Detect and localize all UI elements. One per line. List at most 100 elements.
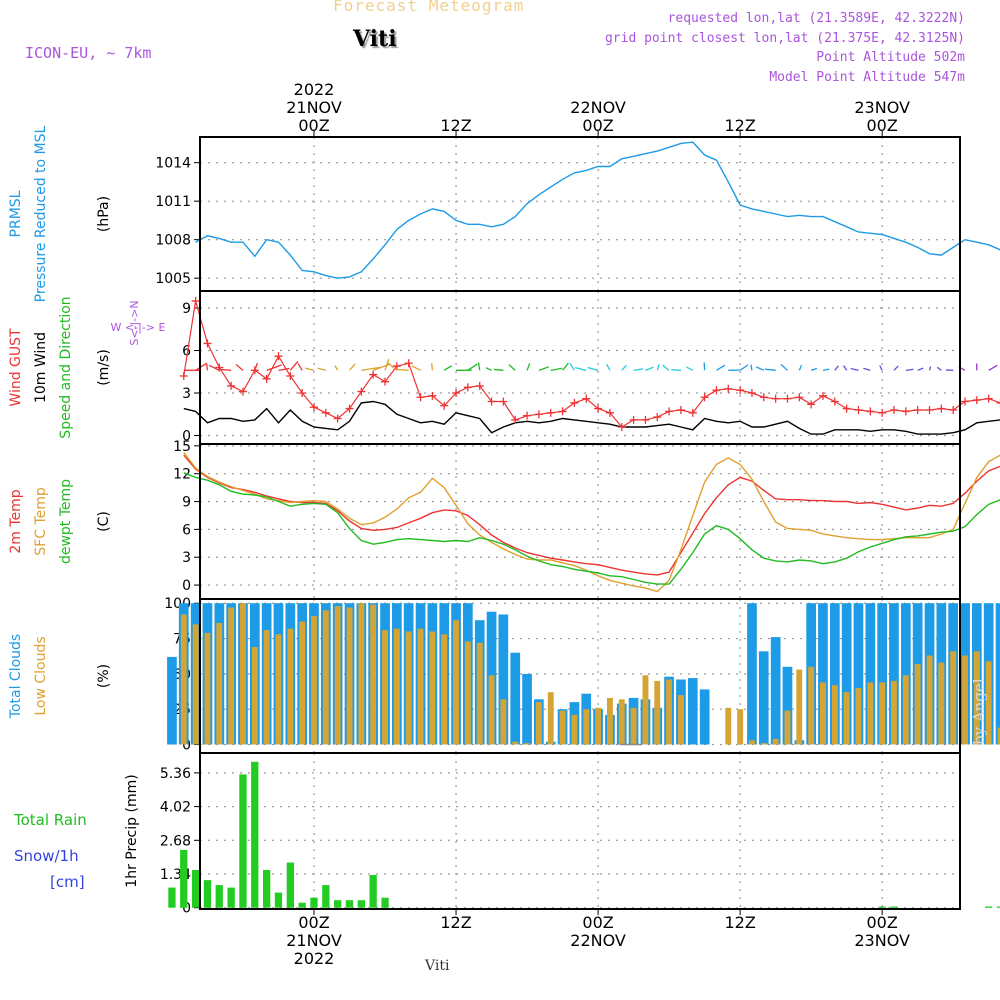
top-time-label: 00Z: [582, 116, 613, 135]
wind-direction-arrow: [764, 368, 776, 371]
wind-direction-arrow: [485, 367, 492, 371]
total-cloud-bar: [510, 652, 521, 745]
gust-marker: [795, 393, 804, 402]
low-cloud-bar: [950, 651, 957, 745]
total-cloud-bar: [877, 603, 887, 745]
precip-ylabel: 1hr Precip (mm): [124, 774, 140, 887]
wind-label: Wind GUST: [8, 328, 24, 407]
total-cloud-bar: [995, 603, 1000, 745]
point-altitude: Point Altitude 502m: [816, 50, 965, 65]
top-time-label: 00Z: [298, 116, 329, 135]
wind-direction-arrow: [467, 363, 478, 371]
gust-marker: [605, 408, 614, 417]
low-cloud-bar: [559, 710, 566, 745]
wind-line: [183, 400, 1000, 435]
precip-bar: [996, 906, 1000, 908]
low-cloud-bar: [737, 709, 744, 745]
gust-marker: [333, 414, 342, 423]
wind-direction-arrow: [372, 363, 391, 371]
low-cloud-bar: [583, 709, 590, 745]
gust-marker: [747, 389, 756, 397]
gust-marker: [250, 366, 259, 375]
clouds-label: Total Clouds: [8, 634, 24, 719]
bottom-time-label: 23NOV: [854, 931, 910, 950]
top-time-label: 12Z: [724, 116, 755, 135]
gust-marker: [274, 352, 283, 361]
wind-direction-arrow: [305, 367, 315, 371]
wind-direction-arrow: [810, 367, 818, 371]
clouds-label: Low Clouds: [33, 636, 49, 715]
gust-marker: [321, 408, 330, 417]
low-cloud-bar: [985, 661, 992, 745]
pressure-label: Pressure Reduced to MSL: [33, 125, 49, 302]
wind-direction-arrow: [508, 364, 516, 371]
wind-label: (m/s): [96, 349, 112, 386]
low-cloud-bar: [488, 675, 495, 745]
precip-bar: [345, 900, 354, 908]
wind-direction-arrow: [206, 363, 209, 371]
wind-direction-arrow: [863, 367, 871, 371]
low-cloud-bar: [973, 651, 980, 745]
low-cloud-bar: [808, 666, 815, 745]
chart-title: Forecast Meteogram: [333, 0, 525, 15]
wind-direction-arrow: [879, 365, 883, 371]
wind-direction-arrow: [254, 362, 259, 371]
total-cloud-bar: [758, 651, 769, 745]
wind-direction-arrow: [822, 368, 830, 371]
temperature-line: [183, 451, 1000, 593]
bottom-time-label: 12Z: [724, 913, 755, 932]
temperature-label: 2m Temp: [8, 489, 24, 553]
low-cloud-bar: [275, 634, 282, 745]
low-cloud-bar: [204, 632, 211, 745]
gust-marker: [783, 394, 792, 403]
gust-marker: [262, 374, 271, 383]
precip-bar: [227, 887, 235, 908]
gust-marker: [937, 404, 946, 413]
wind-direction-arrow: [645, 366, 654, 371]
wind-direction-arrow: [208, 364, 220, 371]
wind-direction-arrow: [574, 367, 587, 371]
low-cloud-bar: [772, 738, 779, 745]
y-tick-label: 6: [182, 344, 191, 360]
gust-marker: [357, 387, 366, 396]
low-cloud-bar: [287, 628, 294, 745]
low-cloud-bar: [749, 740, 755, 745]
low-cloud-bar: [725, 707, 732, 745]
low-cloud-bar: [370, 604, 377, 745]
total-cloud-bar: [865, 603, 876, 745]
wind-direction-arrow: [195, 362, 208, 371]
precip-snow-label: Snow/1h: [14, 847, 79, 865]
gust-marker: [736, 386, 745, 395]
precip-bar: [215, 885, 223, 908]
precip-bar: [180, 849, 188, 908]
gust-marker: [179, 372, 188, 380]
wind-direction-arrow: [384, 358, 390, 371]
gust-marker: [369, 370, 378, 379]
gust-marker: [712, 386, 721, 395]
low-cloud-bar: [464, 641, 471, 745]
low-cloud-bar: [180, 614, 187, 745]
pressure-label: PRMSL: [8, 190, 24, 237]
total-cloud-bar: [889, 603, 899, 745]
top-time-label: 12Z: [440, 116, 471, 135]
low-cloud-bar: [855, 688, 862, 745]
wind-direction-arrow: [917, 367, 924, 371]
wind-direction-arrow: [297, 363, 303, 371]
low-cloud-bar: [997, 727, 1000, 745]
total-cloud-bar: [782, 666, 793, 745]
gust-marker: [428, 391, 437, 400]
wind-direction-arrow: [893, 365, 899, 371]
low-cloud-bar: [760, 743, 767, 745]
gust-marker: [475, 381, 484, 390]
wind-direction-arrow: [431, 363, 434, 371]
gust-marker: [534, 410, 543, 419]
gust-marker: [523, 411, 532, 420]
precip-bar: [192, 870, 200, 908]
gust-marker: [570, 398, 579, 407]
wind-line: [183, 300, 1000, 428]
wind-direction-arrow: [798, 364, 803, 371]
precip-bar: [274, 892, 283, 908]
wind-direction-arrow: [526, 363, 531, 371]
wind-direction-arrow: [905, 368, 914, 371]
low-cloud-bar: [642, 675, 649, 745]
